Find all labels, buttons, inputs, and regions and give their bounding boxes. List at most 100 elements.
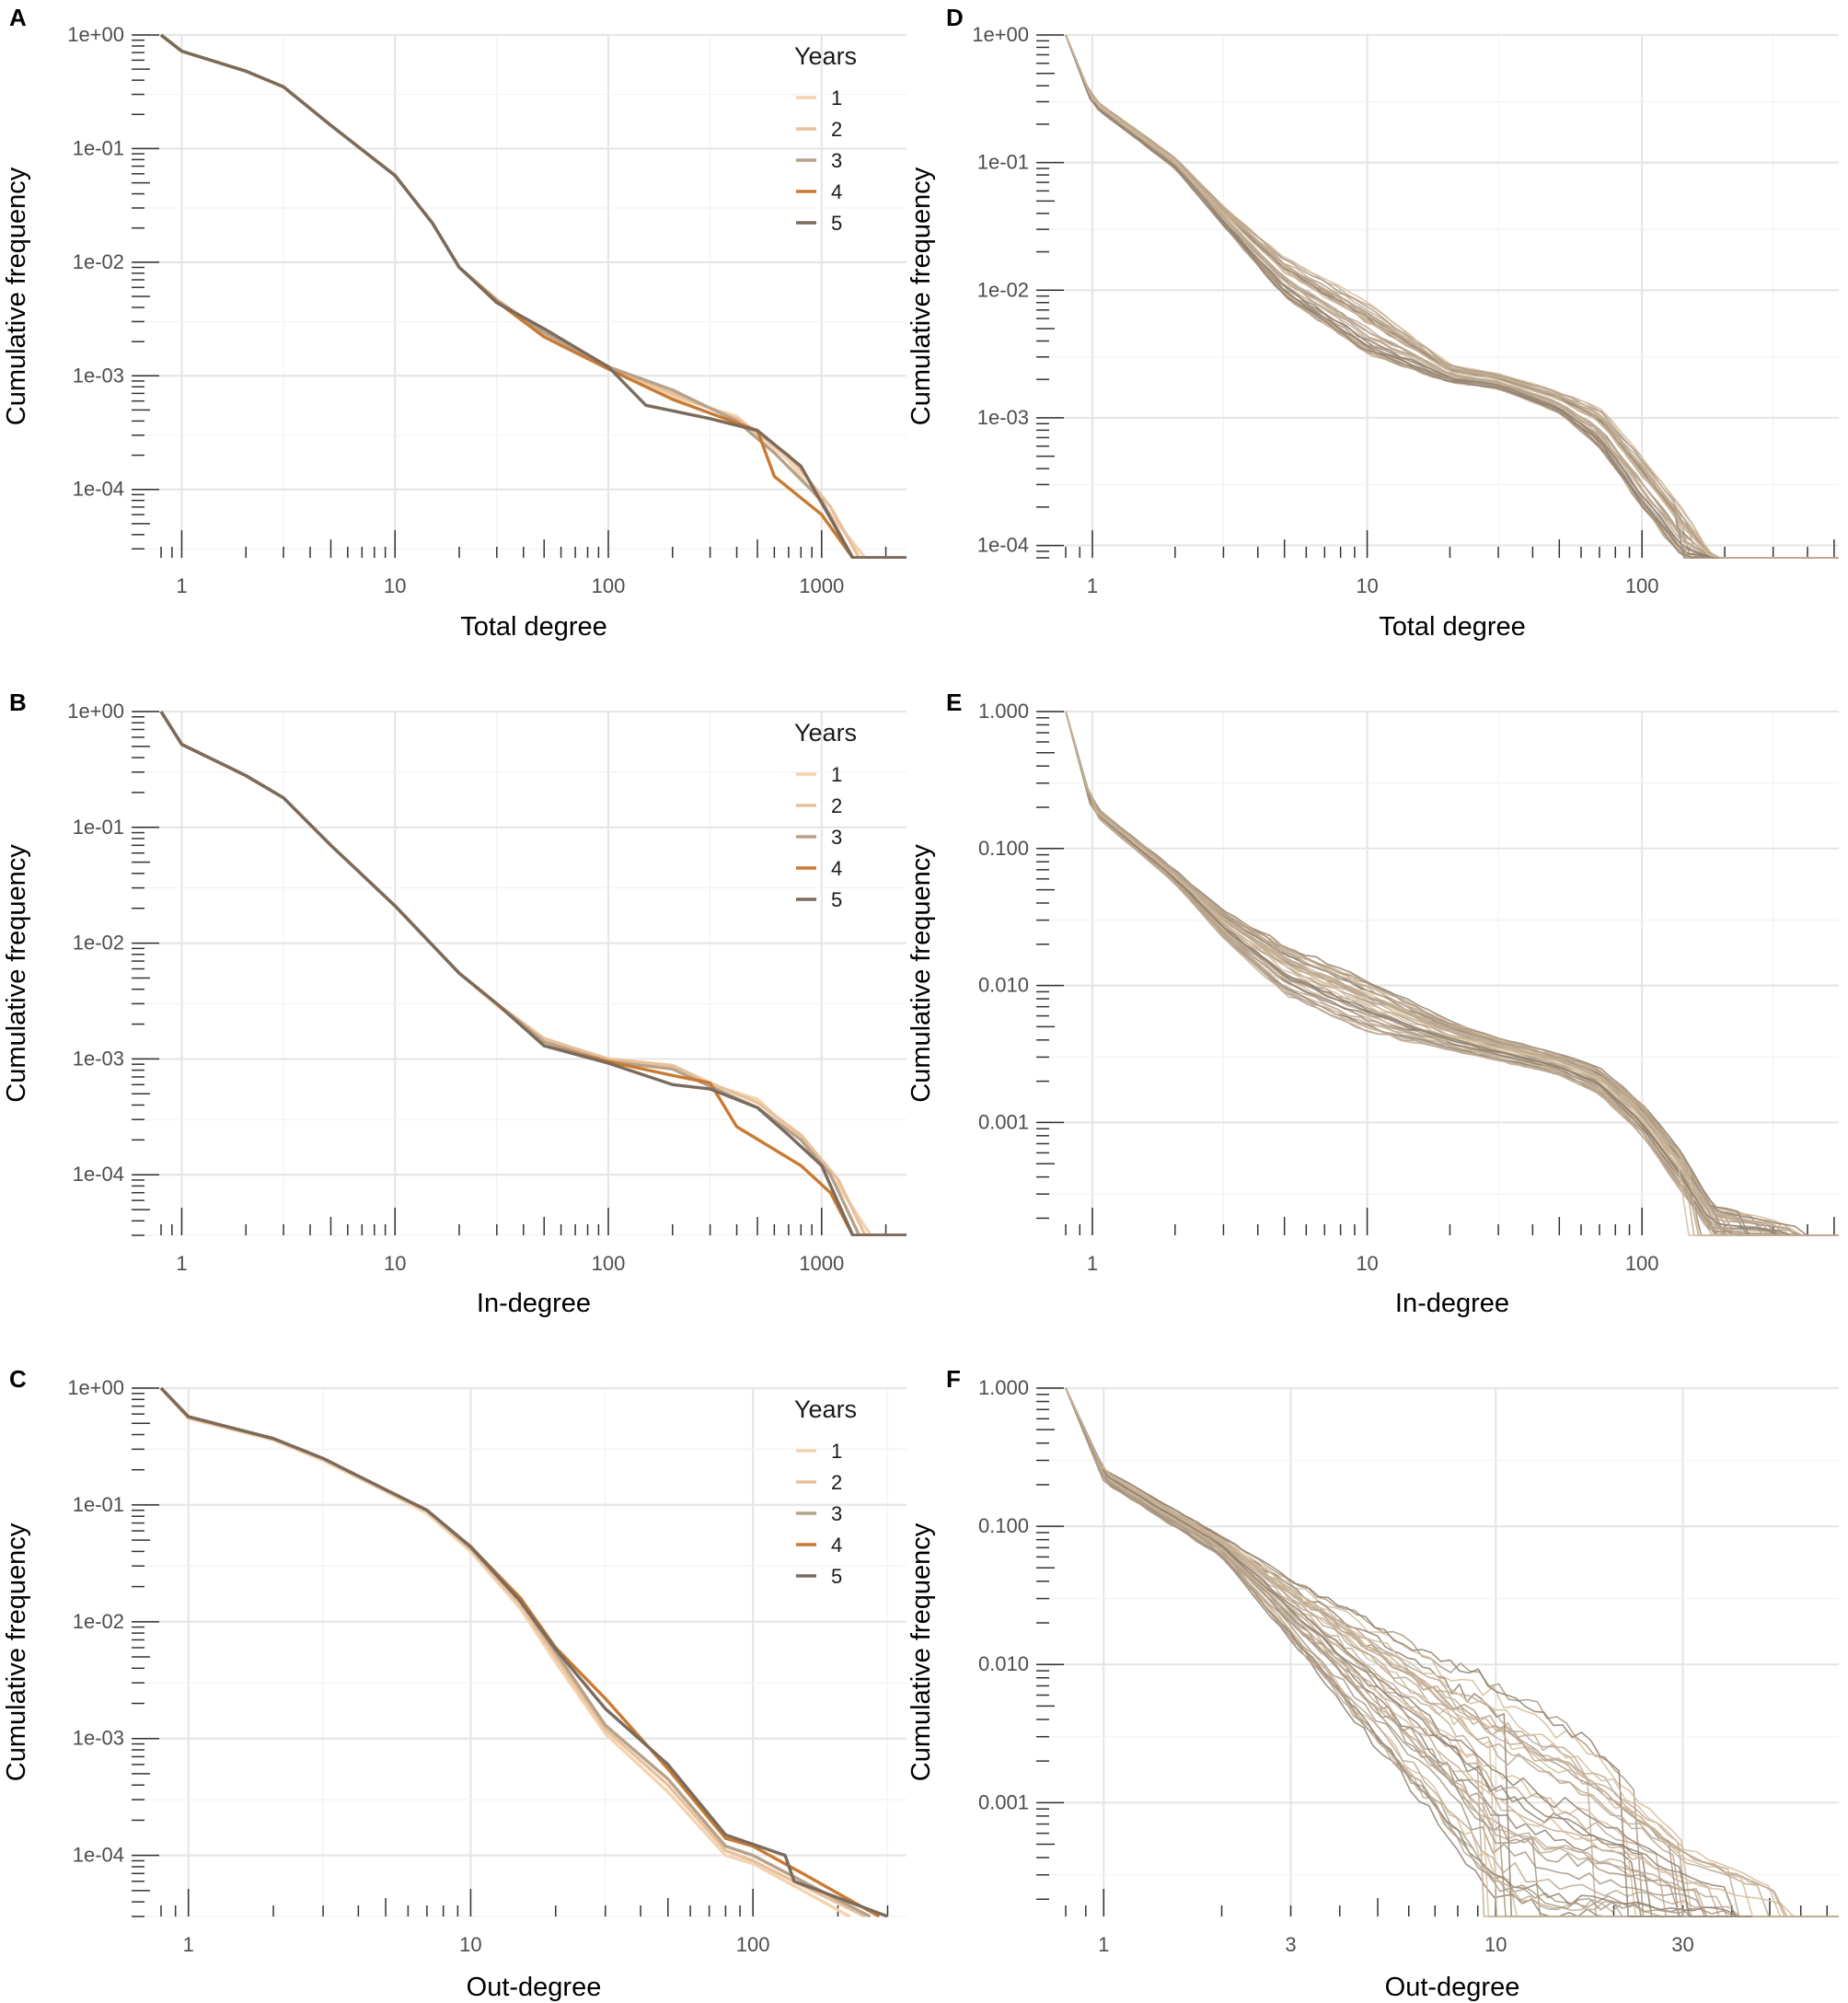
y-axis-title: Cumulative frequency [2, 1523, 31, 1781]
network-line [1065, 34, 1839, 559]
network-line [1065, 34, 1839, 559]
y-tick-label: 0.010 [978, 1652, 1029, 1675]
x-tick-label: 1 [1098, 1933, 1109, 1956]
network-line [1065, 711, 1839, 1236]
network-line [1065, 34, 1839, 559]
x-tick-label: 10 [1356, 1252, 1378, 1275]
network-line [1065, 711, 1839, 1236]
y-tick-label: 1.000 [978, 1376, 1029, 1399]
x-axis-title: In-degree [477, 1289, 591, 1318]
x-tick-label: 3 [1285, 1933, 1296, 1956]
x-tick-label: 10 [459, 1933, 481, 1956]
x-tick-label: 1 [176, 1252, 187, 1275]
x-tick-label: 10 [1356, 574, 1378, 597]
network-line [1065, 34, 1839, 559]
x-tick-label: 100 [736, 1933, 770, 1956]
network-line [1065, 34, 1839, 559]
network-line [1065, 34, 1839, 559]
network-line [1065, 1387, 1839, 1917]
legend: Years 1 2 3 4 5 [794, 42, 857, 235]
network-line [1065, 34, 1839, 559]
network-line [1065, 711, 1839, 1236]
network-line [1065, 1387, 1839, 1917]
network-line [1065, 711, 1839, 1236]
x-axis-title: Total degree [1379, 612, 1526, 642]
network-line [1065, 711, 1839, 1236]
x-tick-label: 1 [183, 1933, 194, 1956]
legend-label: 4 [831, 180, 842, 203]
y-tick-label: 1e-01 [73, 136, 124, 159]
gridlines [133, 710, 907, 1236]
network-line [1065, 711, 1839, 1236]
network-line [1065, 1387, 1839, 1917]
network-line [1065, 1387, 1839, 1917]
y-tick-label: 1e-04 [73, 1844, 124, 1867]
log-ticks [132, 34, 887, 558]
network-line [1065, 1387, 1839, 1917]
x-tick-label: 30 [1671, 1933, 1693, 1956]
network-line [1065, 34, 1839, 559]
y-axis-title: Cumulative frequency [2, 167, 31, 425]
x-axis-title: Out-degree [467, 1973, 602, 2002]
network-line [1065, 1387, 1839, 1917]
plot-area [1065, 34, 1839, 559]
network-line [1065, 1387, 1839, 1917]
panel-letter: D [946, 4, 964, 31]
y-tick-label: 1e-02 [977, 278, 1029, 301]
network-line [1065, 711, 1839, 1236]
network-line [1065, 34, 1839, 559]
series-line-5 [159, 33, 907, 559]
network-line [1065, 34, 1839, 559]
network-line [1065, 711, 1839, 1236]
legend-label: 5 [831, 1565, 842, 1588]
network-line [1065, 711, 1839, 1236]
network-line [1065, 34, 1839, 559]
y-axis-title: Cumulative frequency [907, 1523, 936, 1781]
legend-label: 3 [831, 1502, 842, 1525]
x-tick-label: 10 [384, 1252, 406, 1275]
legend-title: Years [794, 42, 857, 70]
y-tick-label: 0.100 [978, 1514, 1029, 1537]
gridlines [1038, 1386, 1839, 1916]
network-line [1065, 711, 1839, 1236]
series-line-3 [159, 33, 907, 559]
network-line [1065, 34, 1839, 559]
network-line [1065, 711, 1839, 1236]
y-tick-label: 1e-02 [73, 932, 124, 955]
network-line [1065, 34, 1839, 559]
network-line [1065, 34, 1839, 559]
log-ticks [132, 711, 887, 1236]
network-line [1065, 711, 1839, 1236]
network-line [1065, 711, 1839, 1236]
network-line [1065, 34, 1839, 559]
network-line [1065, 34, 1839, 559]
y-tick-label: 0.001 [978, 1790, 1029, 1813]
series-line-1 [159, 1386, 851, 1917]
series-line-5 [159, 711, 907, 1236]
x-tick-label: 1 [1087, 574, 1098, 597]
network-line [1065, 1387, 1839, 1917]
legend-label: 5 [831, 212, 842, 235]
legend-label: 2 [831, 1471, 842, 1494]
network-line [1065, 34, 1839, 559]
network-line [1065, 1387, 1839, 1917]
legend-label: 3 [831, 826, 842, 849]
y-tick-label: 0.100 [978, 837, 1029, 860]
y-tick-label: 1e-04 [977, 534, 1029, 557]
y-tick-label: 1e+00 [67, 1376, 124, 1399]
series-line-1 [159, 33, 907, 559]
x-tick-label: 1 [176, 574, 187, 597]
x-axis-title: In-degree [1395, 1289, 1509, 1318]
network-line [1065, 34, 1839, 559]
network-line [1065, 711, 1839, 1236]
network-line [1065, 1387, 1839, 1917]
plot-area [1065, 1387, 1839, 1917]
y-tick-label: 1e-01 [73, 1493, 124, 1516]
network-line [1065, 711, 1839, 1236]
network-line [1065, 711, 1839, 1236]
x-tick-label: 100 [592, 574, 626, 597]
series-line-4 [159, 1386, 881, 1917]
network-line [1065, 34, 1839, 559]
network-line [1065, 1387, 1839, 1917]
